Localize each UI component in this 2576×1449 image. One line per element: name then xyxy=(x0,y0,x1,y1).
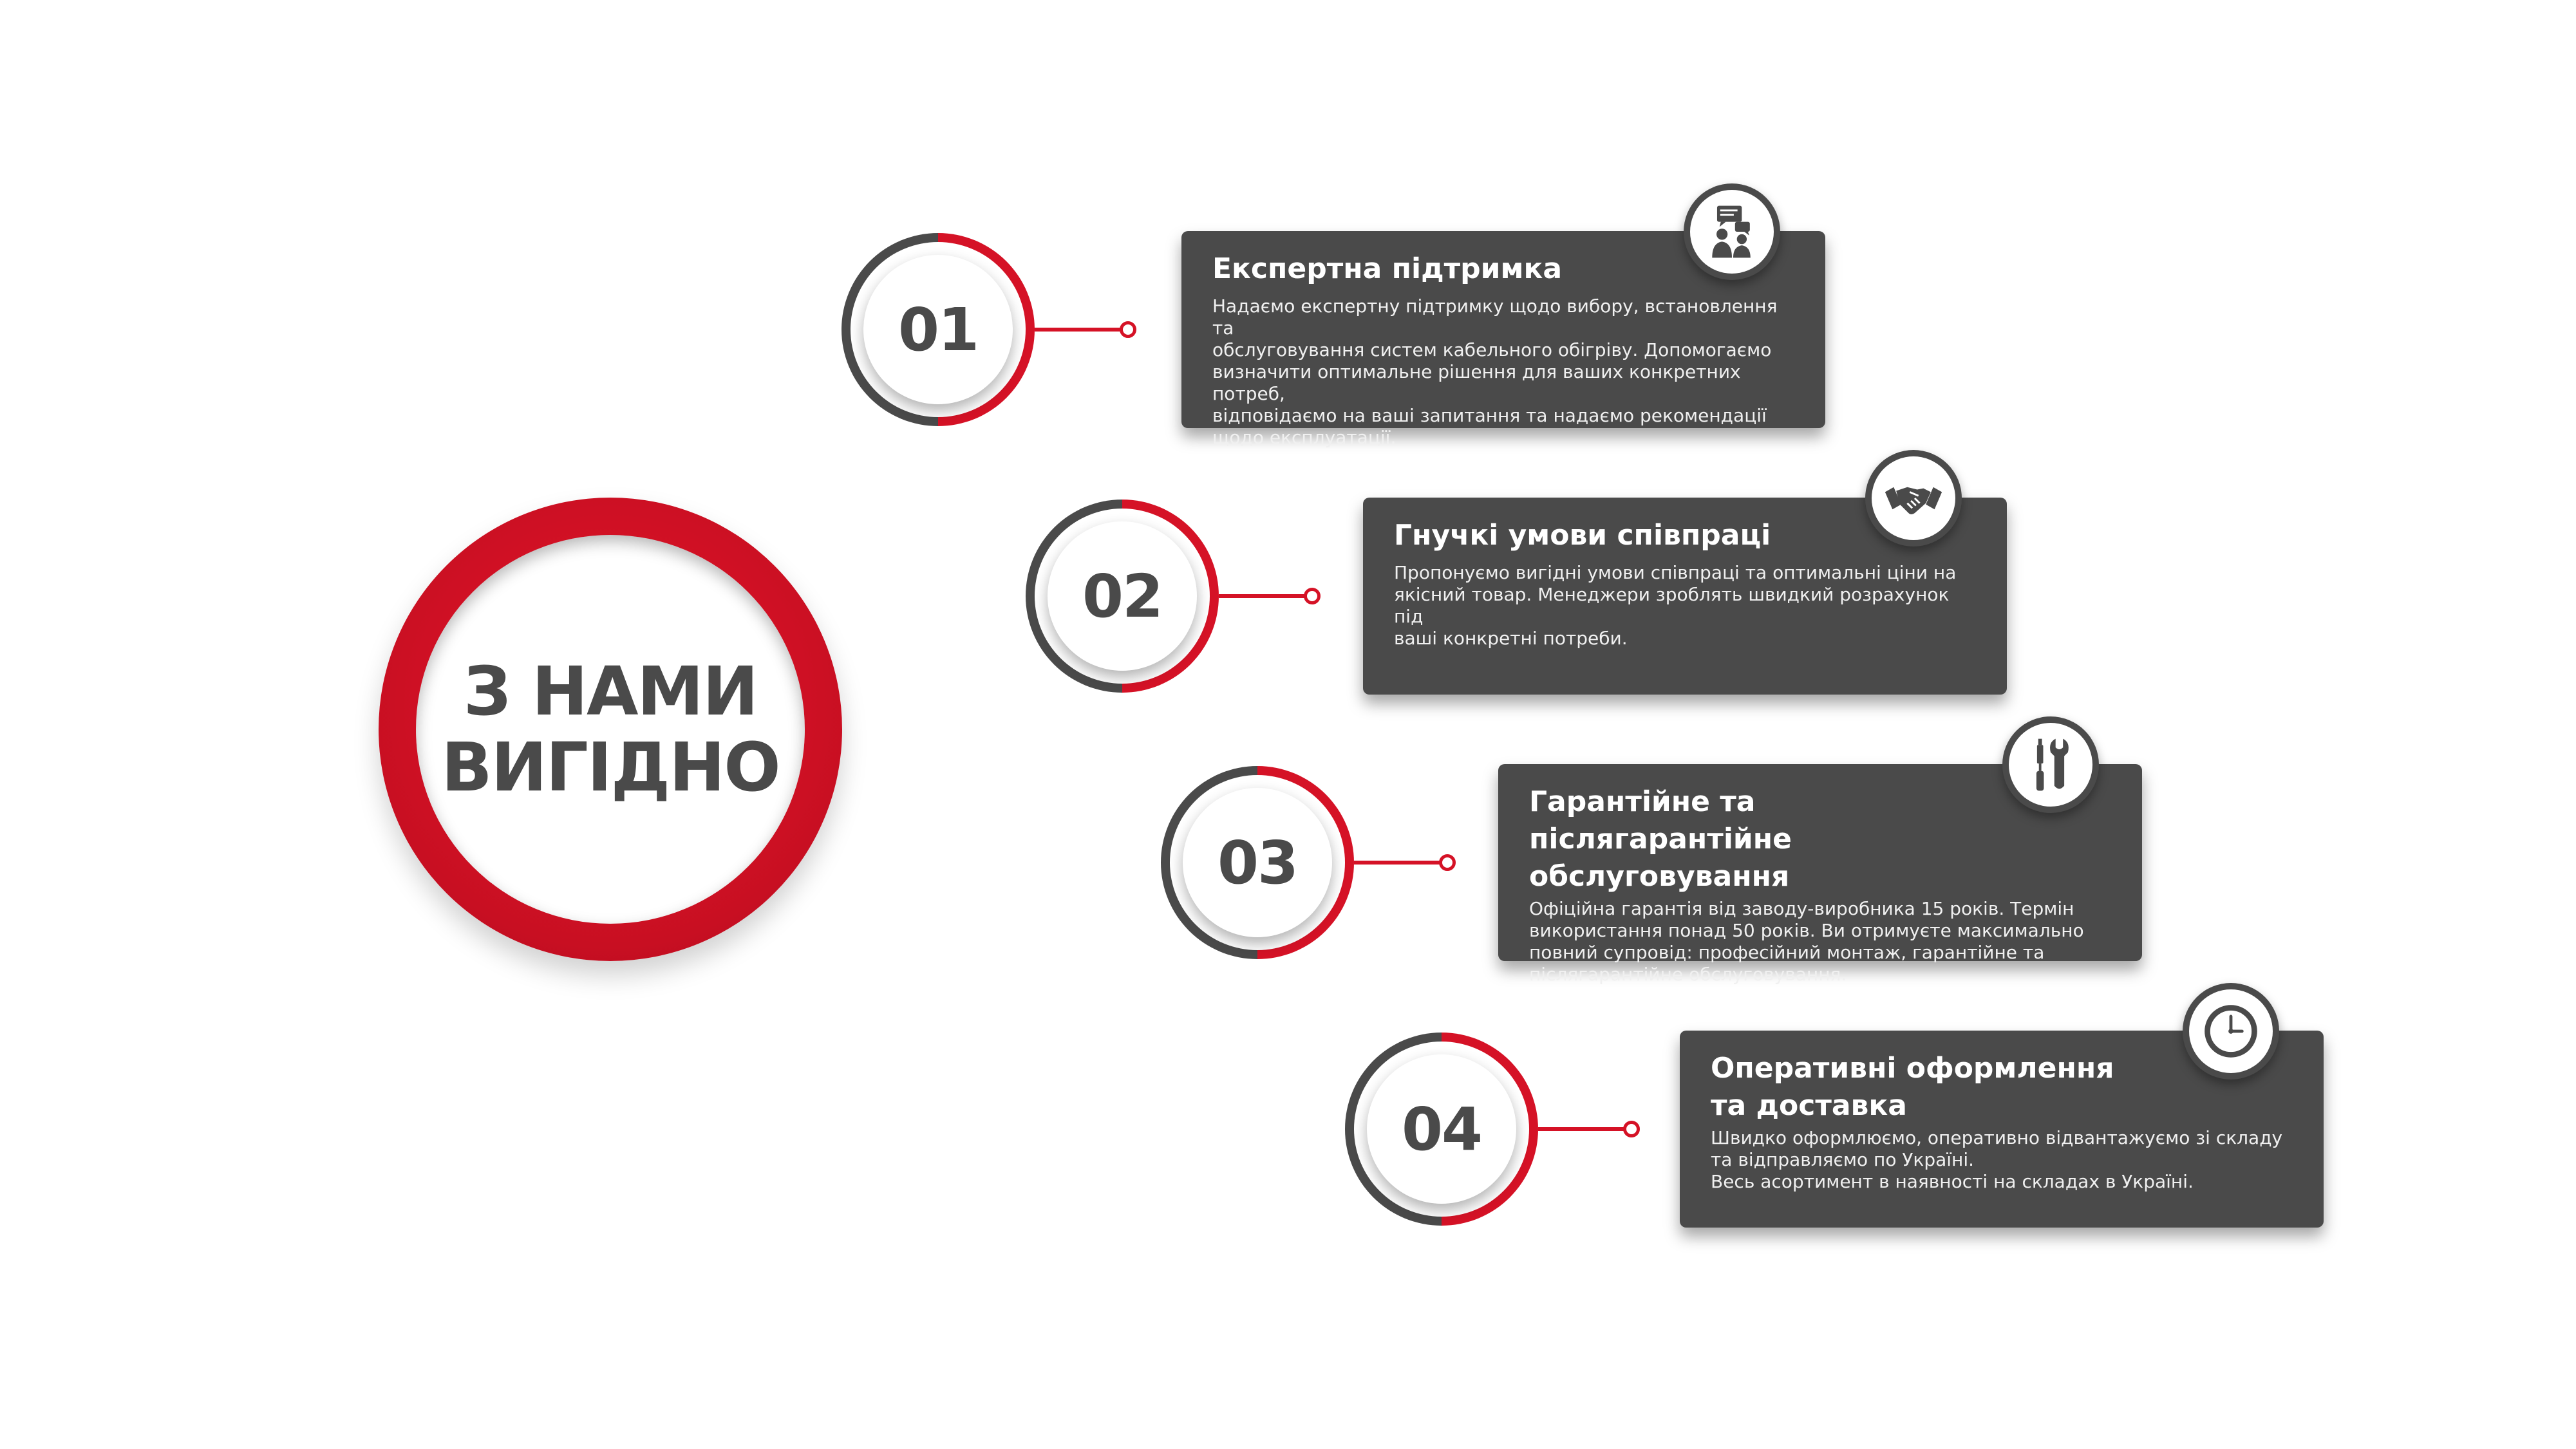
step-3-ring: 03 xyxy=(1161,766,1354,959)
step-1-number: 01 xyxy=(898,295,979,364)
step-4-connector xyxy=(1538,1127,1635,1131)
step-2-connector-dot xyxy=(1304,588,1321,604)
step-4-number-disc: 04 xyxy=(1367,1054,1516,1204)
step-4-card: Оперативні оформлення та доставка Швидко… xyxy=(1680,1031,2324,1228)
step-3-title: Гарантійне та післягарантійне обслуговув… xyxy=(1529,785,1792,893)
step-4-ring: 04 xyxy=(1345,1033,1538,1226)
step-2-connector xyxy=(1219,594,1315,598)
step-1-ring: 01 xyxy=(841,233,1035,426)
step-3-connector-dot xyxy=(1439,854,1456,871)
step-2-card: Гнучкі умови співпраці Пропонуємо вигідн… xyxy=(1363,498,2007,695)
hero-circle-inner: З НАМИ ВИГІДНО xyxy=(416,535,805,924)
step-2-text: Пропонуємо вигідні умови співпраці та оп… xyxy=(1394,562,1957,649)
handshake-icon xyxy=(1885,487,1942,514)
hero-title-line-2: ВИГІДНО xyxy=(441,728,780,807)
tools-icon xyxy=(2036,738,2069,791)
step-3-icon-badge xyxy=(2002,716,2099,813)
step-1-title: Експертна підтримка xyxy=(1212,252,1563,285)
step-2-ring: 02 xyxy=(1026,500,1219,693)
step-2-number-disc: 02 xyxy=(1048,521,1197,671)
consultation-icon xyxy=(1712,205,1751,258)
step-4-title: Оперативні оформлення та доставка xyxy=(1711,1052,2114,1122)
hero-circle: З НАМИ ВИГІДНО xyxy=(379,498,842,961)
step-1-connector-dot xyxy=(1120,321,1136,338)
step-4-number: 04 xyxy=(1401,1094,1483,1164)
step-3-number-disc: 03 xyxy=(1183,788,1332,937)
step-1-icon-badge xyxy=(1684,183,1780,280)
step-2-title: Гнучкі умови співпраці xyxy=(1394,519,1771,552)
step-4-icon-badge xyxy=(2183,983,2279,1080)
step-1-connector xyxy=(1035,328,1131,332)
step-3-number: 03 xyxy=(1217,828,1299,897)
step-4-text: Швидко оформлюємо, оперативно відвантажу… xyxy=(1711,1127,2283,1192)
step-3-connector xyxy=(1354,861,1451,865)
step-3-text: Офіційна гарантія від заводу-виробника 1… xyxy=(1529,898,2084,985)
step-2-icon-badge xyxy=(1865,450,1962,547)
step-1-text: Надаємо експертну підтримку щодо вибору,… xyxy=(1212,295,1778,448)
step-2-number: 02 xyxy=(1082,561,1163,631)
clock-icon xyxy=(2205,1005,2257,1058)
step-4-connector-dot xyxy=(1623,1121,1640,1137)
step-1-number-disc: 01 xyxy=(863,255,1013,404)
hero-title-line-1: З НАМИ xyxy=(463,652,758,731)
